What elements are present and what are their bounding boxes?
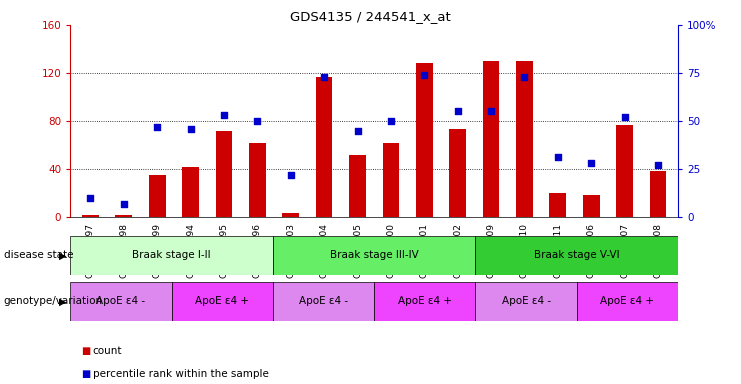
- Text: Braak stage V-VI: Braak stage V-VI: [534, 250, 619, 260]
- Point: [185, 126, 196, 132]
- Bar: [650, 171, 666, 217]
- Point: [218, 112, 230, 118]
- Point: [385, 118, 397, 124]
- Point: [251, 118, 263, 124]
- Bar: [576, 282, 678, 321]
- Point: [485, 108, 497, 114]
- Bar: [172, 282, 273, 321]
- Bar: [374, 282, 476, 321]
- Text: percentile rank within the sample: percentile rank within the sample: [93, 369, 268, 379]
- Text: ApoE ε4 -: ApoE ε4 -: [96, 296, 145, 306]
- Bar: [282, 214, 299, 217]
- Bar: [149, 175, 165, 217]
- Bar: [273, 236, 476, 275]
- Text: ApoE ε4 -: ApoE ε4 -: [299, 296, 348, 306]
- Point: [419, 72, 431, 78]
- Text: genotype/variation: genotype/variation: [4, 296, 103, 306]
- Point: [151, 124, 163, 130]
- Text: Braak stage III-IV: Braak stage III-IV: [330, 250, 419, 260]
- Text: ■: ■: [82, 346, 90, 356]
- Bar: [382, 142, 399, 217]
- Point: [619, 114, 631, 120]
- Point: [585, 160, 597, 166]
- Bar: [249, 142, 266, 217]
- Text: count: count: [93, 346, 122, 356]
- Bar: [516, 61, 533, 217]
- Bar: [273, 282, 374, 321]
- Bar: [449, 129, 466, 217]
- Point: [118, 200, 130, 207]
- Text: ApoE ε4 +: ApoE ε4 +: [196, 296, 249, 306]
- Bar: [550, 193, 566, 217]
- Bar: [316, 76, 333, 217]
- Point: [285, 172, 296, 178]
- Text: ApoE ε4 +: ApoE ε4 +: [600, 296, 654, 306]
- Text: ApoE ε4 -: ApoE ε4 -: [502, 296, 551, 306]
- Text: GDS4135 / 244541_x_at: GDS4135 / 244541_x_at: [290, 10, 451, 23]
- Text: disease state: disease state: [4, 250, 73, 260]
- Bar: [482, 61, 499, 217]
- Point: [452, 108, 464, 114]
- Bar: [416, 63, 433, 217]
- Point: [351, 127, 363, 134]
- Bar: [70, 282, 172, 321]
- Bar: [583, 195, 599, 217]
- Text: ■: ■: [82, 369, 90, 379]
- Point: [552, 154, 564, 161]
- Bar: [617, 124, 633, 217]
- Text: ▶: ▶: [59, 296, 67, 306]
- Text: ▶: ▶: [59, 250, 67, 260]
- Bar: [476, 282, 576, 321]
- Bar: [116, 215, 132, 217]
- Text: ApoE ε4 +: ApoE ε4 +: [398, 296, 452, 306]
- Point: [519, 74, 531, 80]
- Bar: [70, 236, 273, 275]
- Point: [652, 162, 664, 168]
- Bar: [476, 236, 678, 275]
- Point: [84, 195, 96, 201]
- Bar: [182, 167, 199, 217]
- Bar: [82, 215, 99, 217]
- Bar: [216, 131, 233, 217]
- Bar: [349, 155, 366, 217]
- Text: Braak stage I-II: Braak stage I-II: [133, 250, 211, 260]
- Point: [318, 74, 330, 80]
